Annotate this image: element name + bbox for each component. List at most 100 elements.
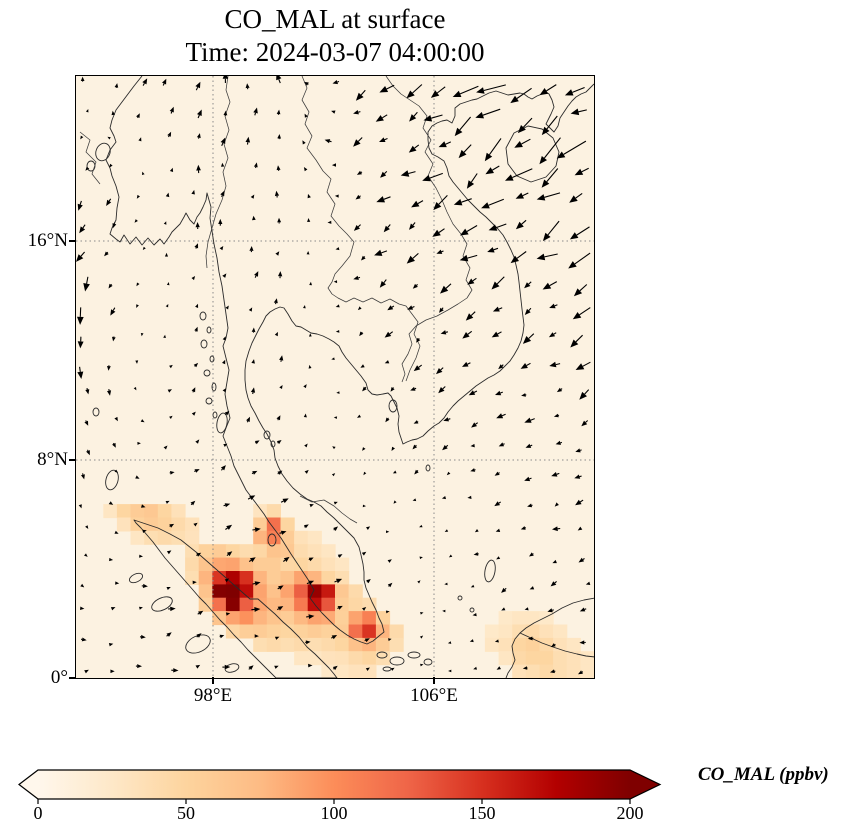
- wind-arrow-head: [523, 281, 530, 288]
- wind-arrow-head: [447, 669, 451, 672]
- wind-arrow-head: [190, 189, 195, 194]
- wind-arrow-head: [277, 270, 282, 276]
- wind-arrow-head: [112, 222, 116, 228]
- wind-arrow-head: [220, 464, 226, 470]
- heatmap-cell: [157, 517, 172, 531]
- wind-arrow-head: [554, 501, 559, 507]
- wind-arrow-head: [85, 108, 88, 112]
- wind-arrow-head: [165, 303, 168, 307]
- wind-arrow-shaft: [520, 219, 526, 225]
- wind-arrow-head: [133, 386, 136, 390]
- x-tick-mark: [212, 677, 214, 684]
- heatmap-cell: [511, 650, 526, 665]
- wind-arrow-shaft: [360, 171, 362, 173]
- wind-arrow-head: [332, 665, 338, 670]
- map-canvas: [75, 75, 594, 678]
- wind-arrow-head: [225, 305, 229, 309]
- wind-arrow-shaft: [520, 138, 531, 144]
- wind-arrow-head: [307, 580, 314, 585]
- wind-arrow-shaft: [357, 136, 363, 142]
- wind-arrow-head: [248, 494, 255, 500]
- coastline: [133, 519, 337, 678]
- wind-arrow-head: [465, 312, 473, 321]
- wind-arrow-head: [141, 529, 147, 533]
- heatmap-cell: [143, 517, 158, 531]
- wind-arrow-head: [546, 607, 553, 612]
- island-outline: [382, 666, 391, 671]
- heatmap-cell: [552, 650, 567, 665]
- wind-arrow-head: [364, 637, 370, 642]
- wind-arrow-shaft: [415, 283, 418, 286]
- wind-arrow-shaft: [253, 112, 256, 115]
- wind-arrow-shaft: [551, 608, 554, 611]
- wind-arrow-head: [384, 417, 389, 422]
- wind-arrow-head: [362, 504, 366, 507]
- wind-arrow-head: [191, 411, 196, 416]
- wind-arrow-shaft: [417, 364, 422, 368]
- wind-arrow-head: [142, 583, 148, 588]
- wind-arrow-head: [352, 138, 361, 147]
- wind-arrow-head: [361, 606, 366, 611]
- wind-arrow-head: [409, 386, 415, 391]
- wind-arrow-shaft: [439, 366, 444, 370]
- wind-arrow-head: [386, 304, 393, 310]
- wind-arrow-head: [333, 501, 338, 505]
- heatmap-cell: [498, 637, 513, 652]
- heatmap-cell: [348, 597, 363, 612]
- wind-arrow-head: [549, 668, 555, 673]
- wind-arrow-head: [423, 114, 432, 121]
- heatmap-cell: [361, 624, 376, 638]
- wind-arrow-shaft: [547, 220, 560, 235]
- wind-arrow-head: [494, 471, 500, 476]
- heatmap-cell: [498, 624, 513, 638]
- heatmap-cell: [293, 570, 308, 585]
- wind-arrow-head: [446, 471, 450, 475]
- country-border: [301, 75, 420, 381]
- wind-arrow-shaft: [383, 170, 387, 174]
- wind-arrow-head: [306, 217, 310, 222]
- wind-arrow-head: [412, 497, 416, 501]
- heatmap-cell: [334, 583, 349, 598]
- heatmap-cell: [170, 517, 186, 531]
- heatmap-cell: [293, 610, 308, 625]
- wind-arrow-head: [108, 642, 113, 646]
- wind-arrow-shaft: [441, 306, 444, 309]
- island-outline: [457, 595, 462, 600]
- wind-arrow-head: [470, 443, 475, 447]
- wind-arrow-head: [461, 361, 468, 367]
- wind-arrow-head: [305, 639, 311, 644]
- wind-arrow-head: [578, 557, 584, 562]
- wind-arrow-head: [327, 220, 331, 224]
- wind-arrow-shaft: [84, 419, 87, 422]
- island-outline: [150, 595, 173, 612]
- wind-arrow-head: [303, 81, 309, 86]
- wind-arrow-head: [385, 529, 389, 533]
- wind-arrow-head: [553, 413, 559, 417]
- wind-arrow-head: [220, 137, 225, 144]
- wind-arrow-head: [365, 525, 370, 530]
- wind-arrow-head: [219, 245, 223, 250]
- wind-arrow-head: [575, 362, 584, 370]
- heatmap-cell: [184, 543, 199, 558]
- wind-arrow-head: [415, 337, 420, 343]
- wind-arrow-shaft: [382, 278, 387, 283]
- heatmap-cell: [525, 624, 540, 638]
- heatmap-cell: [184, 557, 199, 572]
- wind-arrow-head: [509, 95, 519, 103]
- wind-arrow-head: [331, 162, 336, 167]
- wind-arrow-shaft: [527, 307, 531, 311]
- wind-arrow-head: [193, 326, 198, 332]
- wind-arrow-head: [361, 386, 367, 391]
- wind-arrow-head: [384, 331, 391, 338]
- island-outline: [205, 397, 212, 404]
- wind-arrow-head: [466, 179, 474, 189]
- wind-arrow-head: [225, 611, 230, 616]
- wind-arrow-head: [276, 133, 281, 139]
- wind-arrow-head: [470, 584, 474, 587]
- heatmap-cell: [293, 557, 308, 572]
- wind-arrow-head: [466, 278, 474, 285]
- wind-arrow-head: [192, 522, 198, 526]
- wind-arrow-shaft: [556, 472, 559, 475]
- wind-arrow-head: [574, 168, 583, 175]
- wind-arrow-shaft: [332, 667, 334, 670]
